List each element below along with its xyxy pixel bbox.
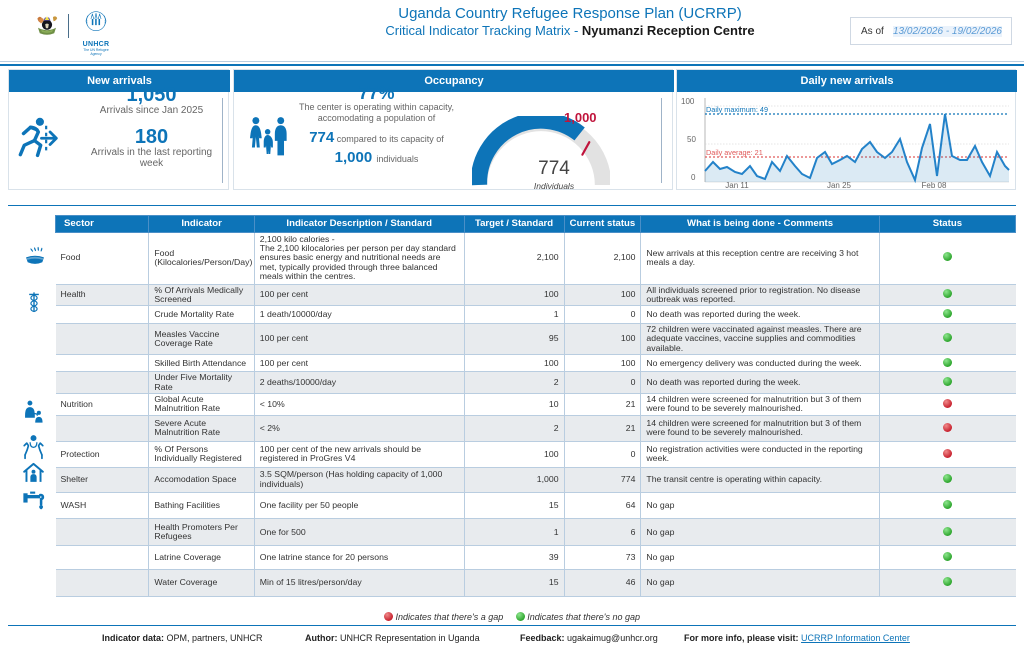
svg-text:Feb 08: Feb 08 [922,181,947,189]
svg-text:Jan 11: Jan 11 [725,181,749,189]
svg-text:Daily maximum: 49: Daily maximum: 49 [706,105,768,114]
svg-text:0: 0 [691,173,696,182]
svg-text:50: 50 [687,135,696,144]
svg-text:Daily average: 21: Daily average: 21 [706,148,763,157]
svg-text:100: 100 [681,97,695,106]
svg-text:Jan 25: Jan 25 [827,181,852,189]
